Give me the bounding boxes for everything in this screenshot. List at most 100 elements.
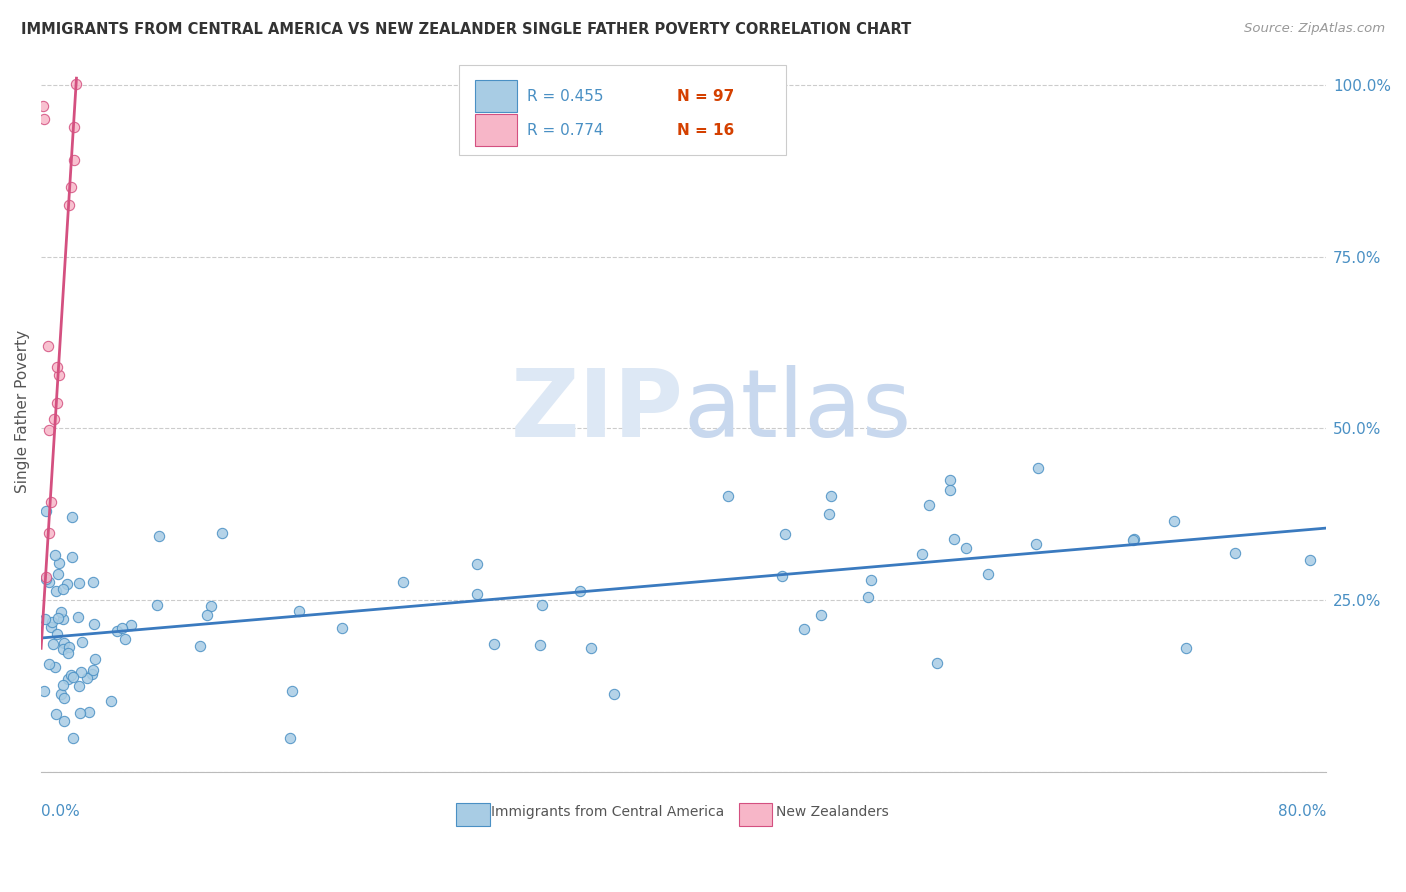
Point: [60, 510, 83, 524]
Point: [45, 627, 67, 641]
Point: [45, 584, 67, 599]
Point: [939, 473, 962, 487]
Point: [51, 687, 73, 701]
Point: [52, 612, 75, 626]
Point: [37, 339, 59, 353]
Point: [70, 635, 93, 649]
Point: [62, 731, 84, 745]
Text: 80.0%: 80.0%: [1278, 805, 1326, 820]
Point: [44, 660, 66, 674]
Point: [810, 608, 832, 623]
Point: [1299, 552, 1322, 566]
Point: [773, 526, 796, 541]
Point: [35, 569, 58, 583]
Point: [569, 584, 592, 599]
Point: [58, 197, 80, 211]
Point: [44, 548, 66, 562]
Point: [925, 656, 948, 670]
Point: [59, 667, 82, 681]
Point: [1025, 536, 1047, 550]
Point: [100, 694, 122, 708]
Point: [211, 526, 233, 541]
Point: [1223, 546, 1246, 560]
Point: [467, 587, 489, 601]
Point: [1163, 514, 1185, 528]
Point: [48, 556, 70, 570]
Point: [49, 605, 72, 619]
Y-axis label: Single Father Poverty: Single Father Poverty: [15, 330, 30, 493]
Point: [67, 680, 90, 694]
Point: [67, 576, 90, 591]
Point: [148, 529, 170, 543]
Text: New Zealanders: New Zealanders: [776, 805, 889, 819]
Point: [200, 599, 222, 614]
Point: [31, 98, 53, 112]
Point: [53, 714, 76, 729]
Point: [83, 652, 105, 666]
Point: [391, 575, 413, 590]
Point: [62, 120, 84, 134]
Point: [34, 612, 56, 626]
Point: [38, 657, 60, 672]
Point: [120, 617, 142, 632]
Text: 0.0%: 0.0%: [41, 805, 80, 820]
Point: [281, 684, 304, 698]
Point: [45, 359, 67, 374]
Point: [48, 368, 70, 382]
Point: [46, 566, 69, 581]
Point: [42, 411, 65, 425]
Text: R = 0.455: R = 0.455: [527, 88, 603, 103]
Point: [332, 621, 354, 635]
Point: [1175, 641, 1198, 656]
Point: [58, 672, 80, 686]
Point: [860, 574, 883, 588]
Point: [52, 642, 75, 657]
Point: [52, 678, 75, 692]
Point: [32, 684, 55, 698]
Text: Source: ZipAtlas.com: Source: ZipAtlas.com: [1244, 22, 1385, 36]
FancyBboxPatch shape: [456, 803, 489, 826]
Point: [41, 637, 63, 651]
Point: [278, 731, 301, 745]
Text: Immigrants from Central America: Immigrants from Central America: [491, 805, 724, 819]
FancyBboxPatch shape: [475, 114, 516, 146]
FancyBboxPatch shape: [458, 65, 786, 155]
Point: [146, 598, 169, 612]
Point: [82, 666, 104, 681]
Point: [105, 624, 128, 639]
Point: [35, 504, 58, 518]
Point: [46, 611, 69, 625]
Text: R = 0.774: R = 0.774: [527, 122, 603, 137]
Point: [76, 671, 98, 685]
Point: [918, 498, 941, 512]
Point: [38, 525, 60, 540]
Point: [1122, 533, 1144, 547]
Point: [35, 572, 58, 586]
Point: [1026, 461, 1049, 475]
Point: [56, 577, 79, 591]
Point: [820, 489, 842, 503]
Text: atlas: atlas: [683, 366, 912, 458]
Point: [943, 532, 966, 546]
Point: [195, 607, 218, 622]
Point: [38, 423, 60, 437]
FancyBboxPatch shape: [738, 803, 772, 826]
Point: [793, 623, 815, 637]
Point: [111, 621, 134, 635]
Point: [38, 575, 60, 590]
Point: [56, 646, 79, 660]
Point: [41, 615, 63, 629]
Point: [60, 549, 83, 564]
Point: [529, 638, 551, 652]
Point: [32, 112, 55, 127]
Point: [717, 489, 740, 503]
Point: [1122, 533, 1144, 547]
Text: IMMIGRANTS FROM CENTRAL AMERICA VS NEW ZEALANDER SINGLE FATHER POVERTY CORRELATI: IMMIGRANTS FROM CENTRAL AMERICA VS NEW Z…: [21, 22, 911, 37]
Point: [955, 541, 977, 556]
Point: [62, 153, 84, 168]
Point: [67, 610, 90, 624]
Point: [52, 636, 75, 650]
Point: [39, 495, 62, 509]
Point: [65, 78, 87, 92]
Point: [60, 180, 83, 194]
